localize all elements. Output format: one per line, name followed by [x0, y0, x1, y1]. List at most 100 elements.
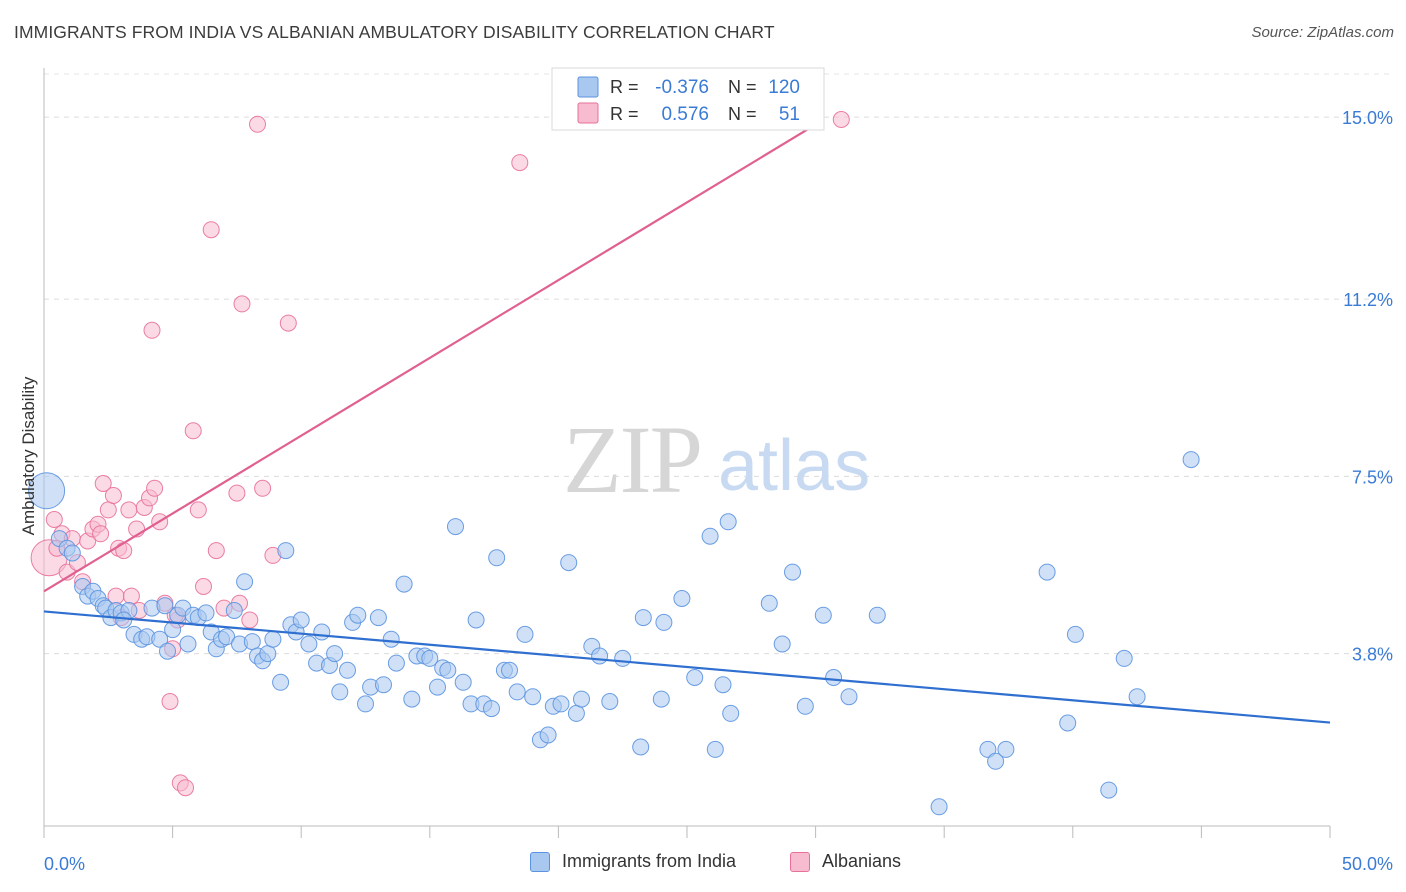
india-point-57: [369, 609, 387, 627]
india-point-82: [539, 726, 557, 744]
india-point-85: [560, 554, 578, 572]
albanians-point-25: [143, 321, 161, 339]
albanians-point-14: [104, 487, 122, 504]
legend-item-india[interactable]: Immigrants from India: [530, 851, 736, 872]
albanians-point-20: [122, 587, 140, 605]
india-point-21: [159, 642, 176, 660]
stats-n-value-india: 120: [768, 77, 800, 98]
stats-swatch-albanians: [577, 102, 599, 124]
india-point-40: [264, 630, 282, 648]
chart-title: IMMIGRANTS FROM INDIA VS ALBANIAN AMBULA…: [14, 22, 775, 42]
india-point-91: [614, 649, 632, 667]
albanians-point-35: [189, 501, 207, 519]
india-point-86: [567, 704, 585, 722]
india-point-61: [395, 575, 413, 593]
india-point-42: [277, 542, 295, 560]
india-point-65: [421, 649, 439, 667]
india-point-116: [1059, 714, 1077, 732]
india-point-3: [63, 544, 81, 562]
india-point-121: [1182, 451, 1200, 469]
stats-n-label-albanians: N =: [728, 104, 757, 124]
india-point-36: [243, 633, 261, 651]
india-point-66: [429, 678, 446, 696]
india-point-110: [868, 606, 886, 624]
india-point-32: [218, 628, 236, 646]
y-tick-label-0: 3.8%: [1352, 645, 1393, 665]
legend-swatch-albanians: [790, 851, 810, 872]
x-tick-label-min: 0.0%: [44, 854, 85, 874]
india-point-112: [979, 740, 997, 758]
india-point-68: [439, 661, 457, 679]
india-point-41: [272, 673, 290, 691]
india-point-87: [573, 690, 590, 708]
india-point-28: [197, 604, 215, 622]
india-point-90: [601, 693, 619, 710]
legend-swatch-india: [530, 851, 550, 872]
india-points: [28, 451, 1200, 816]
india-point-55: [357, 695, 374, 713]
india-point-113: [987, 752, 1005, 770]
india-point-54: [349, 606, 367, 624]
india-point-62: [403, 690, 421, 708]
axes: [43, 68, 1331, 838]
india-point-114: [997, 740, 1015, 758]
india-point-60: [387, 654, 405, 672]
stats-r-label-albanians: R =: [610, 104, 639, 124]
india-point-25: [179, 635, 197, 653]
albanians-point-18: [115, 542, 133, 560]
india-point-104: [773, 635, 791, 653]
india-point-75: [488, 549, 506, 567]
x-tick-label-max: 50.0%: [1342, 854, 1393, 874]
india-point-119: [1115, 649, 1133, 667]
legend-item-albanians[interactable]: Albanians: [790, 851, 901, 872]
india-point-77: [501, 661, 518, 679]
india-trend-line: [43, 610, 1331, 724]
legend-label-india: Immigrants from India: [562, 851, 737, 871]
india-point-45: [292, 611, 310, 629]
india-point-52: [339, 661, 356, 679]
albanians-point-11: [92, 525, 110, 543]
india-point-92: [632, 738, 650, 756]
india-point-111: [930, 798, 948, 816]
watermark-zip: ZIP: [563, 406, 701, 513]
india-point-58: [375, 676, 392, 694]
india-point-79: [516, 625, 534, 643]
india-point-95: [673, 590, 691, 607]
india-point-89: [591, 647, 609, 665]
india-point-102: [722, 704, 740, 722]
albanians-point-12: [94, 475, 112, 492]
india-point-19: [151, 630, 169, 648]
albanians-point-43: [241, 611, 259, 629]
india-point-115: [1038, 563, 1056, 581]
y-tick-label-3: 15.0%: [1342, 108, 1393, 128]
albanians-point-47: [279, 314, 297, 332]
x-tick-labels: 0.0% 50.0%: [44, 854, 1393, 874]
india-point-35: [236, 573, 254, 591]
india-point-59: [382, 630, 400, 648]
india-point-117: [1066, 625, 1084, 643]
legend-label-albanians: Albanians: [822, 851, 902, 871]
india-point-84: [552, 695, 570, 713]
india-point-39: [259, 645, 277, 663]
albanians-point-29: [161, 693, 179, 710]
india-point-70: [454, 673, 472, 691]
india-point-94: [652, 690, 670, 708]
y-tick-label-1: 7.5%: [1352, 467, 1393, 487]
watermark-atlas: atlas: [718, 426, 870, 506]
albanians-point-13: [99, 501, 117, 519]
india-point-103: [760, 594, 778, 612]
stats-legend: R = -0.376 N = 120 R = 0.576 N = 51: [551, 67, 825, 131]
albanians-point-33: [177, 779, 194, 797]
india-point-106: [814, 606, 832, 624]
albanians-point-44: [249, 115, 266, 133]
albanians-point-40: [228, 484, 246, 502]
stats-r-label-india: R =: [610, 77, 639, 97]
india-point-72: [467, 611, 485, 629]
albanians-point-26: [146, 479, 164, 497]
albanians-point-49: [832, 111, 850, 128]
india-point-14: [115, 611, 133, 629]
y-axis-label: Ambulatory Disability: [19, 376, 38, 535]
india-point-98: [701, 527, 719, 545]
india-point-118: [1100, 781, 1118, 799]
